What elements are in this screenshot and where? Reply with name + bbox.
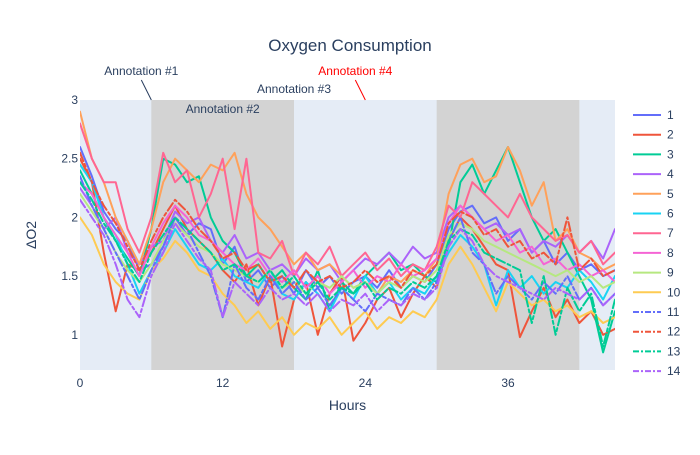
legend-label: 1 xyxy=(667,108,674,122)
legend-item-11[interactable]: 11 xyxy=(633,305,680,319)
legend-item-12[interactable]: 12 xyxy=(633,325,681,339)
annotation-arrow-1 xyxy=(140,79,152,101)
series-lines xyxy=(80,110,615,354)
legend-label: 2 xyxy=(667,128,674,142)
y-axis-title: ΔO2 xyxy=(23,221,39,249)
y-tick-label: 1.5 xyxy=(61,269,78,283)
y-tick-label: 2.5 xyxy=(61,152,78,166)
legend-item-14[interactable]: 14 xyxy=(633,364,681,378)
series-line-7[interactable] xyxy=(80,122,615,278)
y-tick-label: 2 xyxy=(71,210,78,224)
legend-item-3[interactable]: 3 xyxy=(633,147,674,161)
y-tick-label: 1 xyxy=(71,328,78,342)
legend-label: 8 xyxy=(667,246,674,260)
legend-label: 12 xyxy=(667,325,681,339)
x-tick-label: 24 xyxy=(359,376,373,390)
series-line-13[interactable] xyxy=(80,181,615,348)
series-line-14[interactable] xyxy=(80,198,615,319)
legend-label: 3 xyxy=(667,147,674,161)
annotation-label-1: Annotation #1 xyxy=(104,64,178,78)
shaded-region-1 xyxy=(151,100,294,370)
legend-item-5[interactable]: 5 xyxy=(633,187,674,201)
legend-label: 9 xyxy=(667,266,674,280)
legend-label: 14 xyxy=(667,364,681,378)
legend-item-6[interactable]: 6 xyxy=(633,207,674,221)
x-tick-label: 36 xyxy=(501,376,515,390)
legend-item-1[interactable]: 1 xyxy=(633,108,674,122)
x-tick-label: 12 xyxy=(216,376,230,390)
annotations: Annotation #1 Annotation #2 Annotation #3 A… xyxy=(104,64,392,116)
legend-item-13[interactable]: 13 xyxy=(633,344,681,358)
legend-item-4[interactable]: 4 xyxy=(633,167,674,181)
legend-label: 10 xyxy=(667,285,681,299)
legend-item-7[interactable]: 7 xyxy=(633,226,674,240)
annotation-label-3: Annotation #3 xyxy=(257,82,331,96)
annotation-label-4: Annotation #4 xyxy=(318,64,392,78)
x-axis-title: Hours xyxy=(329,397,366,413)
x-tick-label: 0 xyxy=(77,376,84,390)
chart-title: Oxygen Consumption xyxy=(268,36,431,55)
y-axis: 1 1.5 2 2.5 3 xyxy=(61,93,78,342)
annotation-label-2: Annotation #2 xyxy=(186,102,260,116)
legend-item-2[interactable]: 2 xyxy=(633,128,674,142)
legend-item-9[interactable]: 9 xyxy=(633,266,674,280)
series-line-2[interactable] xyxy=(80,157,615,348)
series-line-12[interactable] xyxy=(80,151,615,289)
legend-label: 11 xyxy=(667,305,680,319)
legend-label: 5 xyxy=(667,187,674,201)
x-axis: 0 12 24 36 xyxy=(77,376,515,390)
y-tick-label: 3 xyxy=(71,93,78,107)
legend-label: 7 xyxy=(667,226,674,240)
legend-label: 4 xyxy=(667,167,674,181)
annotation-arrow-4 xyxy=(354,79,366,101)
legend-item-8[interactable]: 8 xyxy=(633,246,674,260)
series-line-3[interactable] xyxy=(80,146,615,354)
legend-item-10[interactable]: 10 xyxy=(633,285,681,299)
legend-label: 6 xyxy=(667,207,674,221)
legend-label: 13 xyxy=(667,344,681,358)
